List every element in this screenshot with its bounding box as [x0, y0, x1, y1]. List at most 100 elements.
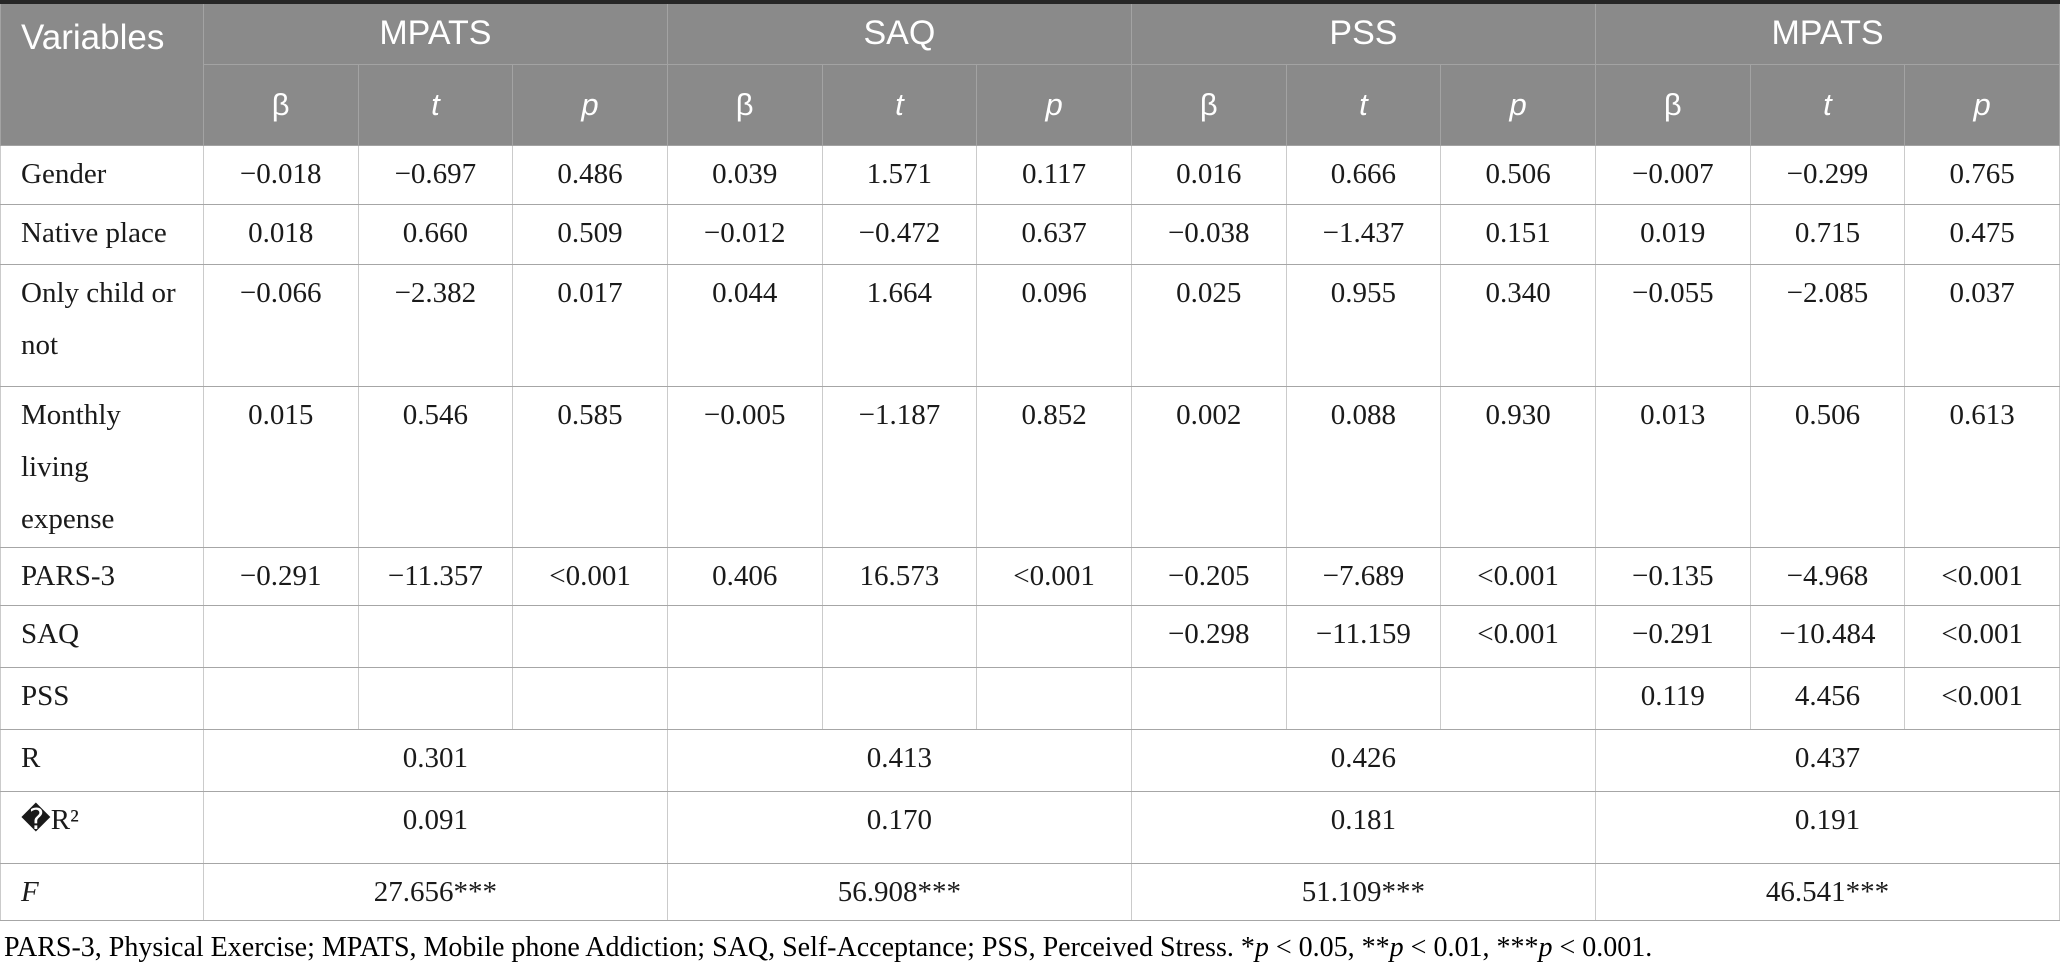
table-row: Only child or not −0.066 −2.382 0.017 0.044 1… [0, 263, 2060, 387]
table-row: Gender −0.018 −0.697 0.486 0.039 1.571 0.117 0.… [0, 144, 2060, 205]
row-label: F [0, 862, 204, 921]
subheader-mpats-1-t: t [357, 63, 514, 146]
table-cell: −1.187 [821, 385, 978, 548]
table-cell: −0.038 [1130, 203, 1287, 265]
table-cell [1130, 666, 1287, 730]
table-cell: −4.968 [1749, 546, 1906, 606]
table-cell: 0.765 [1904, 144, 2060, 205]
table-cell: −0.697 [357, 144, 514, 205]
row-label: Gender [0, 144, 204, 205]
corner-header-variables: Variables [0, 1, 204, 146]
table-row: Monthly living expense 0.015 0.546 0.585 −0.… [0, 385, 2060, 548]
table-cell: 0.013 [1594, 385, 1751, 548]
table-cell [821, 666, 978, 730]
table-cell [976, 666, 1132, 730]
subheader-mpats-2-t: t [1749, 63, 1906, 146]
table-body: Gender −0.018 −0.697 0.486 0.039 1.571 0.117 0.… [0, 144, 2060, 730]
footnote-segment: < 0.01, *** [1403, 931, 1539, 963]
subheader-mpats-1-p: p [512, 63, 668, 146]
summary-cell: 0.426 [1130, 728, 1596, 792]
table-row: PARS-3 −0.291 −11.357 <0.001 0.406 16.573 <0.0… [0, 546, 2060, 606]
row-label: SAQ [0, 604, 204, 668]
subheader-saq-beta: β [666, 63, 823, 146]
subheader-saq-t: t [821, 63, 978, 146]
group-header-row: Variables MPATS SAQ PSS MPATS [0, 1, 2060, 146]
group-header-pss: PSS [1130, 1, 1596, 65]
table-cell: <0.001 [1904, 666, 2060, 730]
table-cell: 0.613 [1904, 385, 2060, 548]
table-cell [1440, 666, 1596, 730]
table-cell: 0.486 [512, 144, 668, 205]
table-summary: R 0.301 0.413 0.426 0.437 �R² 0.091 0.170 0.181 0… [0, 728, 2060, 921]
table-cell [666, 604, 823, 668]
table-cell: 0.715 [1749, 203, 1906, 265]
table-cell: −0.291 [1594, 604, 1751, 668]
summary-cell: 51.109*** [1130, 862, 1596, 921]
table-footnote: PARS-3, Physical Exercise; MPATS, Mobile… [0, 921, 2060, 971]
table-row: PSS 0.119 4.456 <0.001 [0, 666, 2060, 730]
table-cell: −0.298 [1130, 604, 1287, 668]
table-cell: 0.002 [1130, 385, 1287, 548]
table-cell [821, 604, 978, 668]
table-cell: 0.340 [1440, 263, 1596, 387]
table-cell: −1.437 [1285, 203, 1442, 265]
table-cell: −0.205 [1130, 546, 1287, 606]
table-cell: 0.117 [976, 144, 1132, 205]
table-cell: −0.012 [666, 203, 823, 265]
footnote-italic-segment: p [1389, 931, 1404, 963]
table-cell: 4.456 [1749, 666, 1906, 730]
summary-cell: 0.091 [202, 790, 668, 864]
subheader-pss-t: t [1285, 63, 1442, 146]
table-cell: 0.666 [1285, 144, 1442, 205]
table-cell [976, 604, 1132, 668]
table-cell: 0.037 [1904, 263, 2060, 387]
table-cell: 0.044 [666, 263, 823, 387]
table-cell: −2.382 [357, 263, 514, 387]
table-cell: <0.001 [1440, 546, 1596, 606]
table-cell: 1.571 [821, 144, 978, 205]
table-cell [666, 666, 823, 730]
table-cell: <0.001 [976, 546, 1132, 606]
table-cell: −11.159 [1285, 604, 1442, 668]
table-cell: 0.018 [202, 203, 359, 265]
subheader-mpats-2-p: p [1904, 63, 2060, 146]
table-cell: <0.001 [1440, 604, 1596, 668]
subheader-saq-p: p [976, 63, 1132, 146]
table-cell [512, 666, 668, 730]
summary-cell: 0.301 [202, 728, 668, 792]
row-label: �R² [0, 790, 204, 864]
summary-cell: 0.170 [666, 790, 1132, 864]
table-cell: −0.007 [1594, 144, 1751, 205]
table-cell [202, 604, 359, 668]
table-cell: −7.689 [1285, 546, 1442, 606]
table-cell: −11.357 [357, 546, 514, 606]
table-cell: 0.406 [666, 546, 823, 606]
row-label: Monthly living expense [0, 385, 204, 548]
table-cell: −0.066 [202, 263, 359, 387]
table-row: Native place 0.018 0.660 0.509 −0.012 −0.472 0… [0, 203, 2060, 265]
table-cell: 0.475 [1904, 203, 2060, 265]
table-cell: 0.096 [976, 263, 1132, 387]
table-cell: 0.506 [1440, 144, 1596, 205]
group-header-mpats-1: MPATS [202, 1, 668, 65]
row-label: Only child or not [0, 263, 204, 387]
row-label: Native place [0, 203, 204, 265]
subheader-mpats-1-beta: β [202, 63, 359, 146]
table-cell: 0.637 [976, 203, 1132, 265]
table-cell: 0.039 [666, 144, 823, 205]
table-cell: 0.019 [1594, 203, 1751, 265]
table-cell: 16.573 [821, 546, 978, 606]
summary-cell: 0.191 [1594, 790, 2060, 864]
table-cell: 0.509 [512, 203, 668, 265]
table-cell: 1.664 [821, 263, 978, 387]
summary-row: F 27.656*** 56.908*** 51.109*** 46.541*** [0, 862, 2060, 921]
table-cell: <0.001 [1904, 546, 2060, 606]
summary-cell: 0.437 [1594, 728, 2060, 792]
summary-row: �R² 0.091 0.170 0.181 0.191 [0, 790, 2060, 864]
table-cell: 0.852 [976, 385, 1132, 548]
subheader-pss-beta: β [1130, 63, 1287, 146]
